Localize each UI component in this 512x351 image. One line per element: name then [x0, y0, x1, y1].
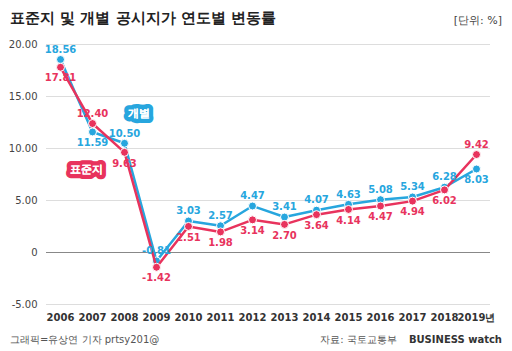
svg-text:10.50: 10.50 [109, 128, 141, 139]
svg-text:5.34: 5.34 [400, 181, 425, 192]
html-text:그래픽=유상연 기자 prtsy201@: 그래픽=유상연 기자 prtsy201@ [10, 333, 160, 345]
svg-text:2011: 2011 [207, 312, 235, 323]
svg-text:2006: 2006 [47, 312, 75, 323]
svg-text:3.03: 3.03 [176, 205, 201, 216]
svg-text:4.47: 4.47 [240, 190, 265, 201]
html-text:[단위: %]: [단위: %] [453, 14, 502, 27]
svg-text:2012: 2012 [239, 312, 267, 323]
svg-text:2017: 2017 [399, 312, 427, 323]
svg-text:표준지: 표준지 [70, 163, 103, 176]
svg-text:표준지: 표준지 [70, 163, 103, 176]
svg-text:20.00: 20.00 [9, 39, 38, 50]
svg-text:3.64: 3.64 [304, 220, 329, 231]
svg-text:2008: 2008 [111, 312, 139, 323]
svg-text:2014: 2014 [303, 312, 331, 323]
svg-text:2015: 2015 [335, 312, 363, 323]
svg-text:4.47: 4.47 [368, 211, 393, 222]
svg-text:10.00: 10.00 [9, 143, 38, 154]
svg-text:2.57: 2.57 [208, 210, 233, 221]
svg-text:2.51: 2.51 [176, 232, 201, 243]
svg-text:-1.42: -1.42 [142, 272, 171, 283]
svg-text:개별: 개별 [128, 107, 150, 120]
svg-text:2.70: 2.70 [272, 230, 297, 241]
svg-text:2016: 2016 [367, 312, 395, 323]
svg-text:3.41: 3.41 [272, 201, 297, 212]
svg-text:3.14: 3.14 [240, 225, 265, 236]
svg-text:12.40: 12.40 [77, 108, 109, 119]
svg-text:6.28: 6.28 [432, 171, 457, 182]
svg-text:5.08: 5.08 [368, 184, 393, 195]
svg-text:15.00: 15.00 [9, 91, 38, 102]
svg-text:4.07: 4.07 [304, 194, 329, 205]
svg-text:2013: 2013 [271, 312, 299, 323]
svg-text:개별: 개별 [128, 107, 150, 120]
svg-text:6.02: 6.02 [432, 195, 457, 206]
svg-text:17.81: 17.81 [45, 72, 77, 83]
svg-text:4.14: 4.14 [336, 215, 361, 226]
svg-text:-0.81: -0.81 [142, 245, 171, 256]
svg-text:11.59: 11.59 [77, 137, 109, 148]
html-text:표준지 및 개별 공시지가 연도별 변동률: 표준지 및 개별 공시지가 연도별 변동률 [10, 9, 277, 27]
svg-text:9.42: 9.42 [464, 139, 489, 150]
svg-text:4.94: 4.94 [400, 206, 425, 217]
svg-text:-5.00: -5.00 [12, 299, 38, 310]
svg-text:2007: 2007 [79, 312, 107, 323]
svg-text:2018: 2018 [431, 312, 459, 323]
svg-text:18.56: 18.56 [45, 44, 77, 55]
svg-text:5.00: 5.00 [15, 195, 37, 206]
html-text:자료: 국토교통부: 자료: 국토교통부 [320, 333, 397, 345]
svg-text:2009: 2009 [143, 312, 171, 323]
svg-text:9.63: 9.63 [112, 158, 137, 169]
svg-text:1.98: 1.98 [208, 237, 233, 248]
html-text:BUSINESS watch: BUSINESS watch [408, 334, 502, 345]
svg-text:4.63: 4.63 [336, 189, 361, 200]
svg-text:2019년: 2019년 [458, 312, 496, 323]
svg-text:0: 0 [31, 247, 37, 258]
svg-text:8.03: 8.03 [464, 174, 489, 185]
svg-text:2010: 2010 [175, 312, 203, 323]
